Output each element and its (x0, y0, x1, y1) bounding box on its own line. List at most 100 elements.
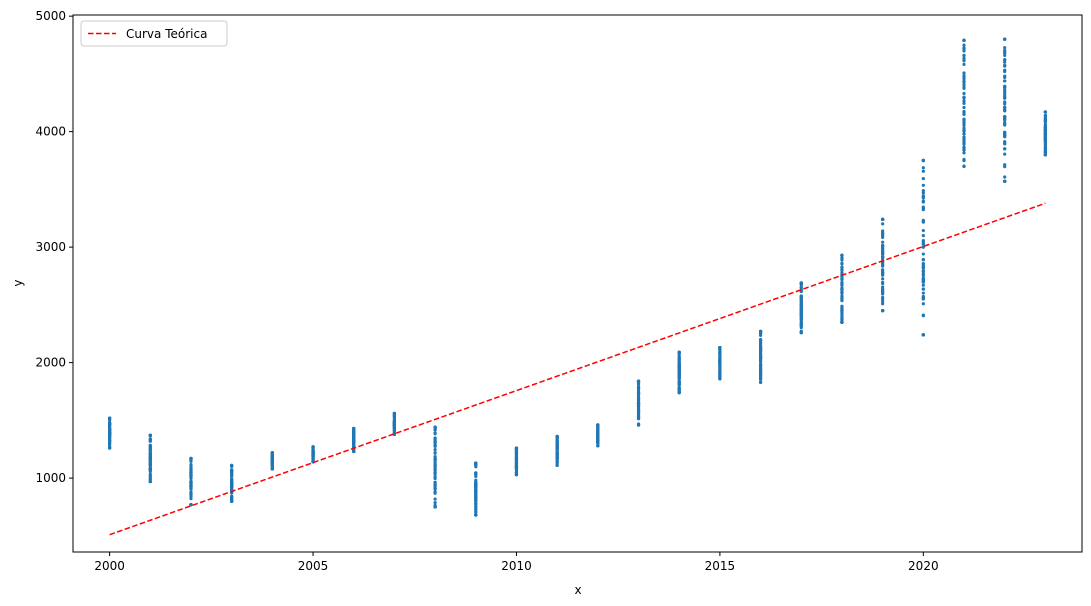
scatter-point (514, 446, 519, 450)
scatter-point (108, 442, 112, 446)
scatter-point (270, 461, 274, 465)
scatter-point (881, 232, 885, 236)
scatter-point (921, 228, 925, 233)
scatter-point (1003, 69, 1007, 74)
scatter-point (474, 507, 478, 511)
scatter-point (921, 191, 925, 195)
scatter-point (840, 268, 844, 273)
scatter-point (392, 432, 397, 436)
scatter-point (1003, 46, 1007, 50)
scatter-point (1003, 37, 1007, 41)
scatter-point (1003, 74, 1007, 78)
scatter-point (596, 441, 600, 446)
scatter-point (799, 309, 803, 314)
scatter-point (514, 458, 519, 463)
y-tick-label: 4000 (35, 125, 66, 139)
scatter-point (636, 385, 641, 390)
scatter-point (921, 269, 925, 274)
scatter-point (799, 303, 803, 308)
scatter-point (840, 291, 844, 295)
scatter-point (148, 472, 152, 476)
scatter-point (270, 458, 274, 463)
scatter-point (189, 468, 193, 472)
scatter-point (636, 388, 641, 393)
scatter-point (677, 385, 681, 390)
scatter-point (962, 62, 966, 67)
scatter-point (1003, 175, 1007, 179)
scatter-point (962, 118, 966, 122)
y-tick-label: 5000 (35, 9, 66, 23)
x-tick-label: 2000 (94, 559, 125, 573)
scatter-point (962, 57, 966, 61)
scatter-point (433, 476, 437, 481)
scatter-point (189, 480, 193, 484)
scatter-point (921, 273, 925, 278)
scatter-point (108, 418, 112, 422)
scatter-point (962, 126, 966, 130)
scatter-point (433, 501, 437, 505)
scatter-point (718, 351, 722, 355)
scatter-point (514, 471, 519, 475)
scatter-point (474, 478, 478, 482)
scatter-point (270, 467, 274, 471)
scatter-point (1043, 153, 1047, 157)
scatter-point (148, 443, 152, 447)
scatter-point (962, 91, 966, 96)
scatter-point (677, 373, 681, 377)
scatter-point (799, 330, 803, 335)
scatter-point (921, 200, 925, 204)
scatter-point (840, 296, 844, 300)
scatter-point (311, 446, 315, 450)
scatter-point (189, 485, 193, 489)
scatter-point (758, 348, 763, 352)
scatter-point (881, 268, 885, 272)
scatter-point (148, 477, 152, 481)
scatter-point (1003, 90, 1007, 94)
scatter-point (108, 428, 112, 432)
scatter-point (840, 307, 844, 311)
scatter-point (514, 461, 519, 465)
scatter-point (799, 295, 803, 299)
scatter-point (148, 437, 152, 441)
scatter-point (1003, 179, 1007, 183)
scatter-point (433, 490, 437, 494)
scatter-point (1043, 110, 1047, 114)
scatter-point (433, 471, 437, 475)
scatter-point (108, 422, 112, 426)
scatter-point (636, 405, 641, 409)
x-tick-label: 2010 (501, 559, 532, 573)
scatter-point (881, 222, 885, 226)
scatter-point (392, 425, 397, 429)
scatter-point (758, 337, 763, 342)
scatter-point (636, 409, 641, 413)
theoretical-curve-line (109, 202, 1046, 536)
scatter-point (962, 148, 966, 152)
scatter-point (555, 447, 559, 451)
axes-frame (72, 14, 1083, 553)
scatter-point (474, 461, 478, 465)
legend-label: Curva Teórica (126, 27, 207, 41)
scatter-point (1043, 145, 1047, 149)
scatter-point (311, 454, 315, 458)
scatter-point (433, 468, 437, 472)
scatter-point (1043, 130, 1047, 134)
scatter-point (962, 99, 966, 103)
x-tick-label: 2005 (298, 559, 329, 573)
scatter-point (352, 431, 356, 435)
scatter-point (881, 299, 885, 304)
scatter-point (840, 253, 844, 257)
legend-box (80, 20, 228, 47)
scatter-point (840, 315, 844, 319)
scatter-point (962, 43, 966, 47)
scatter-point (189, 456, 193, 461)
scatter-point (921, 194, 925, 198)
scatter-point (230, 468, 234, 472)
scatter-point (230, 473, 234, 477)
scatter-point (311, 450, 315, 454)
scatter-point (1003, 114, 1007, 119)
scatter-point (718, 354, 722, 358)
scatter-point (1003, 123, 1007, 127)
scatter-point (921, 238, 925, 243)
scatter-point (270, 451, 274, 455)
axes-layer: 2000 2005 2010 2015 2020 1000 2000 3000 4000 5000 (35, 9, 1083, 573)
